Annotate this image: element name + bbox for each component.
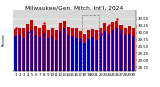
Bar	[71, 36, 74, 71]
Bar	[35, 35, 37, 71]
Bar	[124, 35, 126, 71]
Bar	[91, 29, 94, 71]
Bar	[23, 38, 25, 71]
Bar	[63, 21, 66, 71]
Bar	[34, 27, 37, 71]
Bar	[30, 20, 33, 71]
Bar	[55, 39, 57, 71]
Bar	[18, 28, 21, 71]
Bar	[15, 36, 17, 71]
Bar	[55, 30, 58, 71]
Bar	[75, 28, 78, 71]
Bar	[51, 28, 54, 71]
Bar	[132, 36, 134, 71]
Bar	[83, 34, 86, 71]
Bar	[63, 28, 65, 71]
Bar	[42, 25, 46, 71]
Bar	[99, 28, 102, 71]
Bar	[92, 37, 94, 71]
Bar	[59, 23, 62, 71]
Bar	[87, 39, 90, 71]
Bar	[47, 30, 50, 71]
Bar	[27, 34, 29, 71]
Bar	[132, 28, 135, 71]
Bar	[104, 31, 106, 71]
Bar	[14, 29, 17, 71]
Bar	[67, 27, 70, 71]
Bar	[115, 21, 119, 71]
Bar	[43, 33, 45, 71]
Bar	[103, 23, 106, 71]
Bar	[75, 38, 78, 71]
Bar	[107, 27, 110, 71]
Title: Milwaukee/Gen. Mitch. Int'l, 2024: Milwaukee/Gen. Mitch. Int'l, 2024	[25, 5, 124, 10]
Bar	[67, 35, 69, 71]
Bar	[100, 36, 102, 71]
Bar	[95, 30, 98, 71]
Bar	[19, 35, 21, 71]
Bar	[116, 28, 118, 71]
Bar	[31, 30, 33, 71]
Bar	[71, 28, 74, 71]
Bar	[26, 24, 29, 71]
Bar	[59, 31, 61, 71]
Bar	[128, 27, 131, 71]
Text: Barometric
Pressure: Barometric Pressure	[0, 33, 5, 49]
Bar	[128, 34, 130, 71]
Bar	[47, 38, 49, 71]
Bar	[83, 43, 86, 71]
Bar	[124, 28, 127, 71]
Bar	[38, 28, 41, 71]
Bar	[120, 25, 123, 71]
Bar	[111, 22, 114, 71]
Bar	[51, 36, 53, 71]
Bar	[112, 30, 114, 71]
Bar	[108, 34, 110, 71]
Bar	[120, 33, 122, 71]
Bar	[96, 39, 98, 71]
Bar	[22, 28, 25, 71]
Bar	[79, 31, 82, 71]
Bar	[87, 30, 90, 71]
Bar	[39, 37, 41, 71]
Bar	[79, 41, 82, 71]
